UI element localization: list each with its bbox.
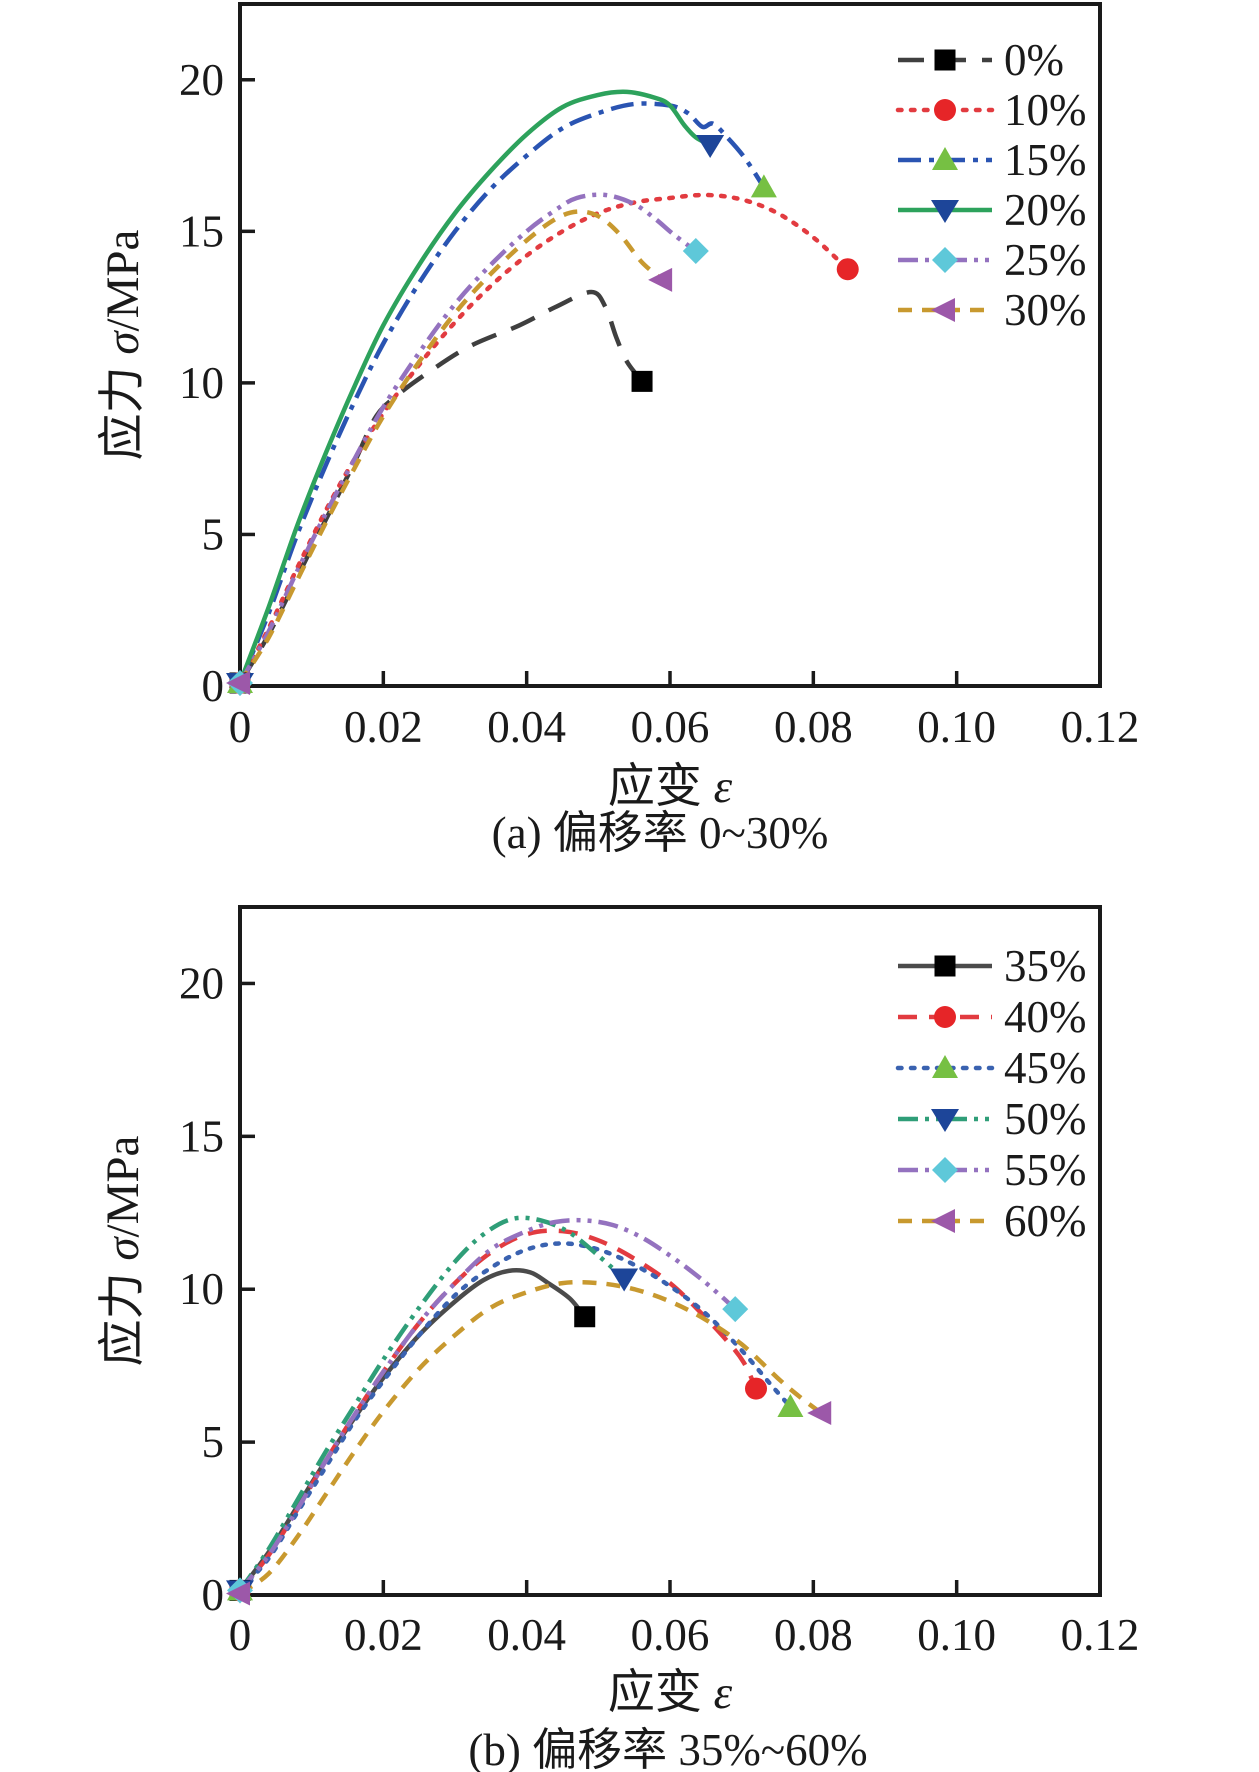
series-line-30% — [238, 209, 664, 685]
x-tick-label: 0.04 — [487, 1610, 566, 1660]
y-tick-label: 5 — [202, 1417, 225, 1467]
end-marker-40% — [745, 1377, 767, 1400]
legend-label-0%: 0% — [1004, 35, 1064, 85]
y-tick-label: 0 — [202, 1570, 225, 1620]
legend-label-30%: 30% — [1004, 285, 1087, 335]
legend-label-45%: 45% — [1004, 1043, 1087, 1093]
end-marker-50% — [610, 1268, 639, 1292]
legend-label-55%: 55% — [1004, 1145, 1087, 1195]
panel-a-x-axis-title: 应变 ε — [608, 761, 733, 813]
x-tick-label: 0.02 — [344, 702, 423, 752]
y-tick-label: 20 — [179, 55, 224, 105]
legend-marker-50% — [931, 1109, 959, 1132]
series-line-20% — [237, 89, 712, 684]
x-tick-label: 0.06 — [631, 1610, 710, 1660]
legend-label-25%: 25% — [1004, 235, 1087, 285]
end-marker-0% — [631, 370, 653, 392]
end-marker-30% — [648, 267, 673, 292]
legend-label-60%: 60% — [1004, 1196, 1087, 1246]
legend-marker-30% — [931, 298, 955, 322]
series-line-45% — [237, 1241, 793, 1593]
end-marker-20% — [696, 134, 725, 158]
legend-marker-35% — [934, 955, 956, 977]
y-tick-label: 0 — [202, 661, 225, 711]
legend-marker-25% — [932, 247, 958, 273]
legend-marker-0% — [934, 49, 956, 71]
x-tick-label: 0.12 — [1061, 1610, 1140, 1660]
panel-a-caption: (a) 偏移率 0~30% — [492, 808, 829, 858]
y-tick-label: 5 — [202, 509, 225, 559]
legend-label-20%: 20% — [1004, 185, 1087, 235]
legend-label-50%: 50% — [1004, 1094, 1087, 1144]
start-marker-30% — [226, 670, 250, 695]
y-tick-label: 15 — [179, 206, 224, 256]
legend-marker-10% — [934, 99, 956, 121]
legend-marker-60% — [931, 1209, 955, 1233]
x-tick-label: 0.02 — [344, 1610, 423, 1660]
legend-label-35%: 35% — [1004, 941, 1087, 991]
x-tick-label: 0.08 — [774, 1610, 853, 1660]
series-line-15% — [237, 101, 766, 684]
end-marker-10% — [836, 258, 859, 281]
legend-marker-20% — [931, 200, 959, 223]
panel-a-y-axis-title: 应力 σ/MPa — [97, 229, 149, 460]
series-line-55% — [238, 1217, 737, 1592]
x-tick-label: 0.04 — [487, 702, 566, 752]
x-tick-label: 0.10 — [917, 1610, 996, 1660]
x-tick-label: 0 — [229, 702, 252, 752]
start-marker-60% — [226, 1581, 250, 1606]
end-marker-45% — [777, 1393, 804, 1417]
series-line-10% — [237, 192, 850, 686]
panel-a-plot: 0 0.02 0.04 0.06 0.08 0.10 0.12 0 5 10 15 20 0%10%15… — [179, 2, 1140, 752]
panel-b-y-axis-title: 应力 σ/MPa — [97, 1135, 149, 1366]
series-line-60% — [238, 1279, 823, 1596]
panel-b-caption: (b) 偏移率 35%~60% — [468, 1725, 867, 1772]
y-tick-label: 15 — [179, 1111, 224, 1161]
x-tick-label: 0.10 — [917, 702, 996, 752]
legend-label-15%: 15% — [1004, 135, 1087, 185]
y-tick-label: 20 — [179, 958, 224, 1008]
legend-marker-55% — [932, 1157, 958, 1183]
x-tick-label: 0.12 — [1061, 702, 1140, 752]
end-marker-15% — [750, 174, 777, 198]
end-marker-25% — [682, 238, 709, 265]
legend-label-10%: 10% — [1004, 85, 1087, 135]
series-line-50% — [238, 1215, 626, 1592]
x-tick-label: 0.06 — [631, 702, 710, 752]
end-marker-60% — [807, 1401, 832, 1426]
x-tick-label: 0 — [229, 1610, 252, 1660]
legend-marker-45% — [932, 1055, 958, 1078]
y-tick-label: 10 — [179, 1264, 224, 1314]
x-tick-label: 0.08 — [774, 702, 853, 752]
legend-marker-40% — [934, 1006, 956, 1028]
series-line-0% — [238, 289, 644, 685]
series-line-40% — [238, 1228, 759, 1592]
panel-b-plot: 0 0.02 0.04 0.06 0.08 0.10 0.12 0 5 10 15 20 35%40%4… — [179, 905, 1140, 1660]
legend-label-40%: 40% — [1004, 992, 1087, 1042]
panel-b-x-axis-title: 应变 ε — [608, 1667, 733, 1719]
y-tick-label: 10 — [179, 358, 224, 408]
series-line-25% — [238, 192, 698, 685]
end-marker-35% — [574, 1306, 596, 1328]
legend-marker-15% — [932, 147, 958, 170]
end-marker-55% — [722, 1296, 749, 1323]
plot-frame — [238, 905, 1102, 1597]
